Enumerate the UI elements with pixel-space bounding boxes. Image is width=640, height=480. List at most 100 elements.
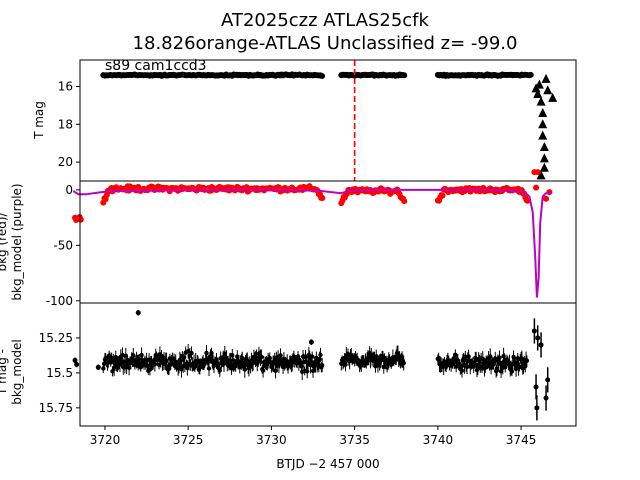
diff-point (494, 366, 500, 371)
diff-point (221, 361, 227, 366)
diff-point (278, 353, 283, 358)
diff-point (299, 363, 304, 369)
axes-frame (79, 180, 577, 304)
diff-point (531, 328, 537, 334)
diff-point (381, 364, 386, 370)
diff-point (538, 342, 544, 348)
diff-point (497, 355, 502, 360)
diff-point (273, 368, 278, 373)
diff-point (185, 365, 190, 371)
diff-point (240, 355, 245, 361)
diff-point (308, 339, 314, 345)
y-tick-label: 0 (65, 183, 73, 197)
diff-point (483, 365, 488, 370)
y-axis-label-diff-2: bkg_model (10, 339, 24, 405)
diff-point (543, 395, 549, 401)
x-tick-label: 3720 (90, 433, 121, 447)
upper-limit-triangle (543, 85, 553, 95)
axes-frame (79, 302, 577, 427)
diff-point (139, 352, 144, 358)
y-tick-label: 15.5 (46, 366, 73, 380)
upper-limit-triangle (534, 79, 544, 89)
panel-background: 0 -50 -100 (46, 169, 577, 308)
y-axis-label-diff-1: T mag - (0, 349, 9, 396)
x-tick-label: 3735 (339, 433, 370, 447)
diff-point (113, 355, 118, 360)
diff-point (533, 384, 539, 390)
diff-point (343, 362, 348, 367)
upper-limit-triangle (536, 170, 546, 180)
diff-point (242, 367, 247, 372)
bkg-point (533, 184, 540, 191)
bkg-point (534, 169, 541, 176)
y-tick-label: 18 (58, 117, 73, 131)
diff-point (126, 365, 132, 371)
diff-point (466, 354, 471, 359)
diff-point (131, 353, 136, 358)
diff-point (517, 364, 522, 370)
diff-point (101, 366, 106, 371)
diff-point (110, 369, 115, 374)
diff-point (138, 365, 143, 370)
diff-point (189, 350, 194, 356)
diff-point (74, 362, 80, 367)
bkg-point (77, 216, 84, 223)
y-tick-label: -50 (53, 238, 73, 252)
upper-limit-triangle (539, 153, 549, 163)
upper-limit-triangle (539, 141, 549, 151)
diff-point (152, 362, 158, 367)
diff-point (217, 368, 223, 373)
diff-point (498, 369, 504, 374)
diff-point (401, 360, 406, 366)
diff-point (136, 357, 142, 362)
mag-point (401, 72, 408, 79)
diff-point (309, 354, 315, 359)
x-tick-label: 3745 (506, 433, 537, 447)
title-line-1: AT2025czz ATLAS25cfk (221, 10, 429, 31)
bkg-point (543, 195, 550, 202)
bkg-point (439, 192, 446, 199)
diff-point (488, 365, 494, 370)
mag-point (527, 71, 534, 78)
diff-point (156, 362, 162, 368)
diff-point (120, 352, 125, 358)
diff-point (501, 354, 506, 359)
bkg-model-line (72, 188, 551, 298)
diff-point (397, 354, 402, 359)
diff-point (453, 352, 458, 358)
diff-point (209, 350, 214, 356)
diff-point (206, 366, 212, 371)
diff-point (146, 357, 152, 362)
x-axis-label: BTJD −2 457 000 (276, 457, 379, 471)
y-axis-label-bkg-2: bkg_model (purple) (10, 183, 24, 300)
panel-magnitude: 16 18 20 (58, 59, 577, 182)
bkg-point (401, 198, 408, 205)
diff-point (166, 366, 172, 371)
diff-point (123, 353, 128, 358)
diff-point (259, 354, 264, 359)
diff-point (545, 377, 551, 383)
diff-point (135, 310, 141, 316)
diff-point (72, 357, 78, 363)
diff-point (267, 356, 272, 361)
diff-point (509, 369, 515, 374)
upper-limit-triangle (541, 73, 551, 83)
upper-limit-triangle (538, 130, 548, 140)
x-tick-label: 3730 (256, 433, 287, 447)
diff-point (319, 363, 325, 368)
diff-point (535, 335, 541, 341)
diff-point (534, 405, 540, 411)
y-tick-label: -100 (46, 294, 73, 308)
x-tick-label: 3725 (173, 433, 204, 447)
title-line-2: 18.826orange-ATLAS Unclassified z= -99.0 (133, 33, 518, 54)
diff-point (459, 368, 465, 373)
x-tick-label: 3740 (423, 433, 454, 447)
mag-point (319, 72, 326, 79)
diff-point (204, 350, 209, 356)
diff-point (229, 366, 234, 371)
upper-limit-triangle (536, 96, 546, 106)
diff-point (524, 358, 530, 363)
upper-limit-triangle (538, 119, 548, 129)
diff-point (488, 354, 493, 359)
